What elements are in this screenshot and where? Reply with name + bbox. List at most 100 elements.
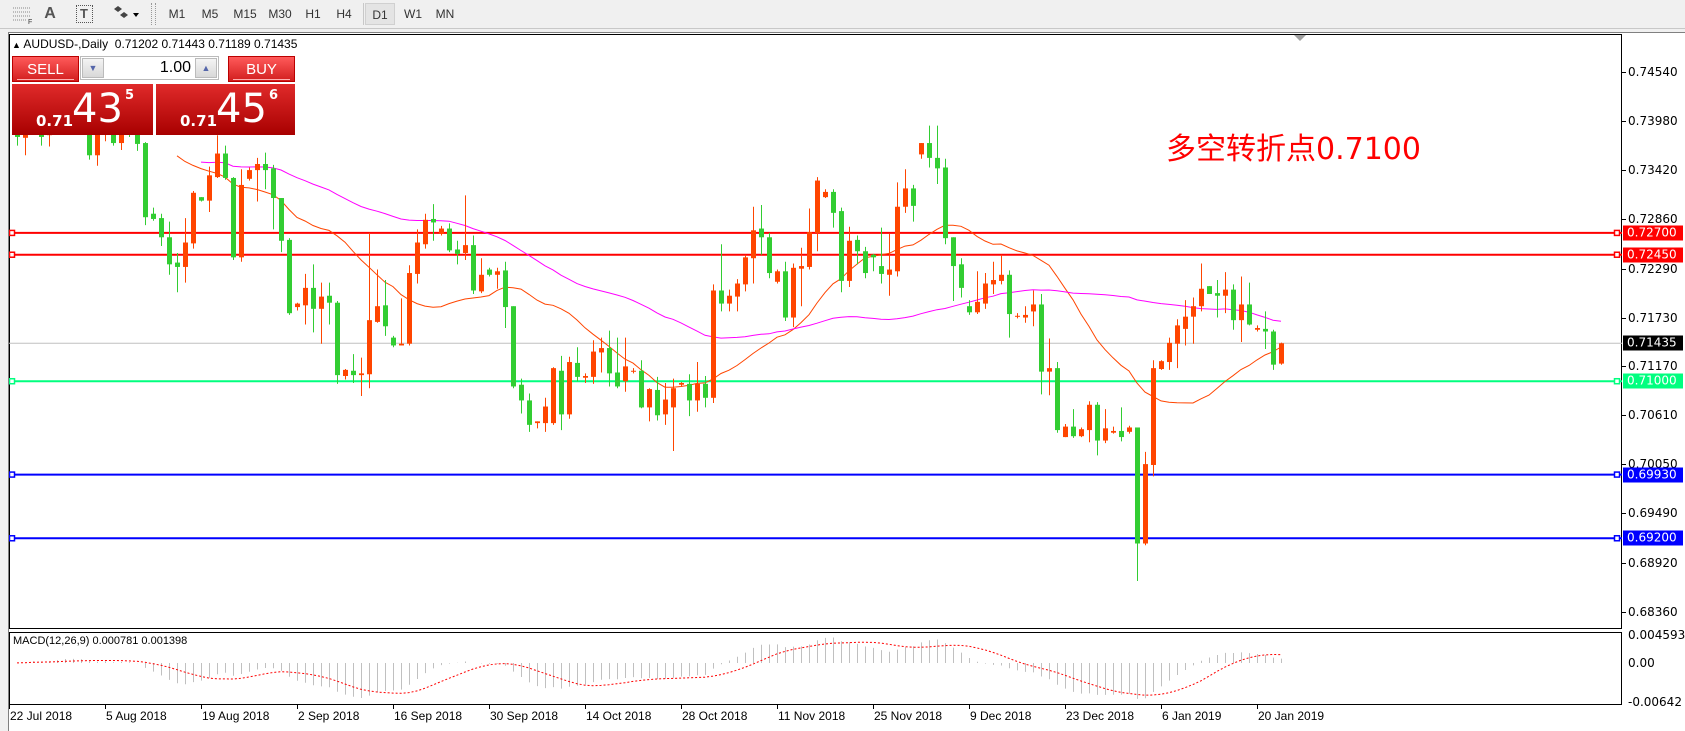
candle	[247, 167, 252, 181]
price-tick-mark	[1622, 464, 1626, 466]
candle-body	[1183, 316, 1188, 329]
line-handle-right[interactable]	[1613, 229, 1621, 237]
candle	[855, 235, 860, 265]
candle	[783, 261, 788, 322]
candle	[1239, 276, 1244, 342]
candle	[1263, 311, 1268, 349]
candle	[143, 142, 148, 226]
candle-body	[415, 242, 420, 274]
candle-body	[815, 180, 820, 233]
candle	[439, 225, 444, 236]
chart-shift-marker-icon[interactable]	[1294, 35, 1306, 43]
candle-body	[1175, 325, 1180, 344]
candle	[735, 279, 740, 312]
candle	[687, 374, 692, 417]
timeframe-mn[interactable]: MN	[435, 7, 455, 21]
timeframe-d1[interactable]: D1	[365, 3, 395, 25]
macd-tick-label: 0.004593	[1628, 628, 1685, 642]
line-handle-left[interactable]	[9, 535, 16, 542]
candle-body	[167, 237, 172, 265]
sell-price-box[interactable]: 0.71 43 5	[12, 84, 153, 135]
candle-body	[991, 280, 996, 285]
arrows-icon[interactable]	[110, 3, 142, 25]
candle-body	[575, 362, 580, 377]
line-handle-left[interactable]	[9, 229, 16, 237]
timeframe-m5[interactable]: M5	[201, 7, 219, 21]
candle	[967, 300, 972, 315]
candle	[519, 378, 524, 414]
timeframe-m1[interactable]: M1	[168, 7, 186, 21]
candle	[1023, 306, 1028, 323]
line-handle-right[interactable]	[1613, 535, 1621, 542]
timeframe-h4[interactable]: H4	[336, 7, 352, 21]
line-handle-right[interactable]	[1613, 471, 1621, 478]
buy-price-pips: 45	[216, 86, 267, 132]
candle-body	[959, 264, 964, 288]
buy-button[interactable]: BUY	[228, 56, 295, 82]
price-tick-label: 0.72860	[1628, 211, 1678, 226]
candle-body	[1111, 430, 1116, 433]
candle-body	[231, 177, 236, 258]
buy-label: BUY	[246, 61, 277, 78]
price-tick-label: 0.72290	[1628, 261, 1678, 276]
lot-increase-button[interactable]: ▲	[195, 58, 217, 78]
candle-body	[607, 348, 612, 374]
text-icon[interactable]: A	[44, 5, 56, 22]
candle	[487, 267, 492, 277]
text-label-icon[interactable]: T	[73, 3, 95, 25]
candle-body	[471, 245, 476, 291]
date-tick-mark	[105, 705, 106, 709]
fibonacci-retracement-icon[interactable]: F	[10, 3, 34, 26]
candle-body	[327, 295, 332, 303]
line-handle-right[interactable]	[1613, 251, 1621, 258]
lot-decrease-button[interactable]: ▼	[82, 58, 104, 78]
candle	[1279, 342, 1284, 365]
candle-body	[279, 198, 284, 241]
timeframe-m15[interactable]: M15	[233, 7, 257, 21]
line-handle-left[interactable]	[9, 377, 16, 385]
toolbar-separator	[363, 3, 364, 25]
macd-chart[interactable]	[9, 632, 1622, 705]
buy-price-box[interactable]: 0.71 45 6	[156, 84, 295, 135]
price-tag: 0.72450	[1623, 247, 1683, 263]
candle	[495, 267, 500, 289]
macd-tick-label: 0.00	[1628, 655, 1655, 670]
price-chart[interactable]	[9, 34, 1622, 629]
lot-size-input[interactable]: 1.00	[159, 59, 191, 76]
buy-price-fraction: 6	[269, 88, 279, 103]
date-tick-mark	[1065, 705, 1066, 709]
candle-body	[359, 373, 364, 376]
price-tick-mark	[1622, 218, 1626, 220]
date-tick-mark	[9, 705, 10, 709]
candle-body	[543, 406, 548, 424]
candle	[751, 206, 756, 284]
candle	[183, 218, 188, 283]
price-tick-label: 0.71170	[1628, 359, 1678, 374]
timeframe-h1[interactable]: H1	[305, 7, 321, 21]
macd-panel-frame	[9, 632, 1622, 705]
sell-button[interactable]: SELL	[12, 56, 79, 82]
date-tick-mark	[969, 705, 970, 709]
candle	[727, 289, 732, 312]
candle	[431, 204, 436, 241]
line-handle-left[interactable]	[9, 251, 16, 258]
candle-body	[479, 274, 484, 292]
candle	[959, 258, 964, 298]
candle-body	[591, 351, 596, 377]
price-tick-label: 0.74540	[1628, 65, 1678, 80]
timeframe-m30[interactable]: M30	[268, 7, 292, 21]
candle-body	[519, 384, 524, 401]
timeframe-w1[interactable]: W1	[404, 7, 422, 21]
toolbar: F A T M1 M5 M15 M30 H1 H4 D1 W1 MN	[0, 0, 1685, 29]
line-handle-right[interactable]	[1613, 377, 1621, 385]
toolbar-grip[interactable]	[151, 3, 156, 25]
candle	[543, 397, 548, 432]
candle	[1047, 338, 1052, 396]
date-tick-label: 28 Oct 2018	[682, 709, 748, 723]
lot-size-field[interactable]: ▼ 1.00 ▲	[80, 56, 219, 80]
candle	[999, 254, 1004, 285]
date-tick-label: 5 Aug 2018	[106, 709, 167, 723]
collapse-triangle-icon[interactable]: ▲	[12, 40, 24, 50]
line-handle-left[interactable]	[9, 471, 16, 478]
price-tick-label: 0.71730	[1628, 310, 1678, 325]
